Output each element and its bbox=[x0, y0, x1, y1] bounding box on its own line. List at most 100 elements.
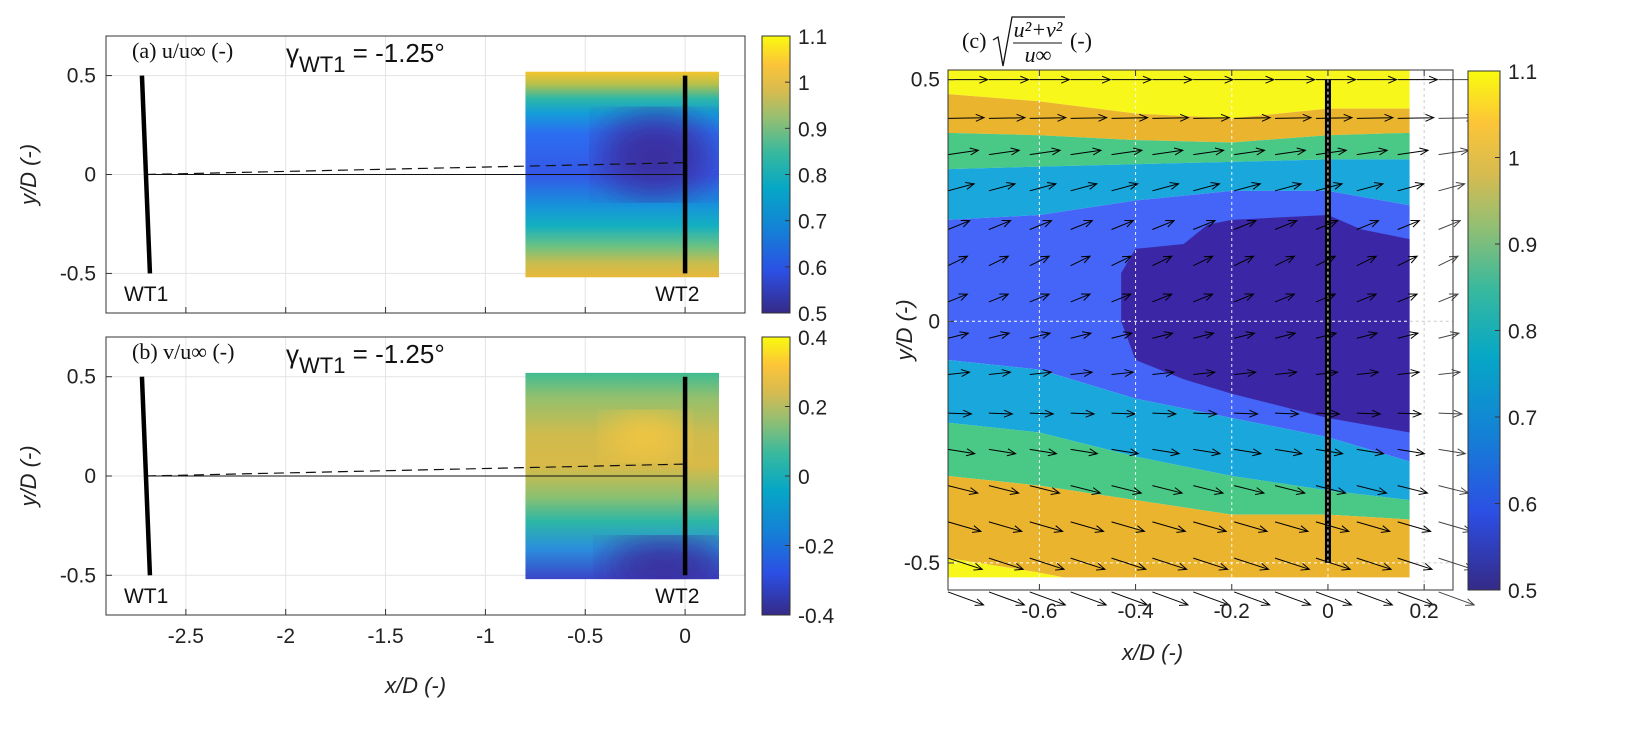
velocity-arrow bbox=[1356, 113, 1395, 122]
velocity-arrow bbox=[1274, 147, 1307, 156]
contour-field bbox=[948, 70, 1410, 578]
velocity-arrow bbox=[1029, 293, 1051, 303]
velocity-arrow bbox=[1234, 521, 1269, 533]
velocity-arrow bbox=[1029, 220, 1053, 230]
velocity-arrow bbox=[1111, 369, 1135, 377]
velocity-arrow bbox=[1397, 521, 1432, 533]
colorbar-tick-label: 0.9 bbox=[798, 118, 827, 141]
velocity-arrow bbox=[988, 409, 1014, 418]
velocity-arrow bbox=[1029, 75, 1071, 84]
velocity-arrow bbox=[1315, 255, 1337, 267]
field-heatmap bbox=[525, 372, 720, 580]
title-denominator: u∞ bbox=[1025, 42, 1052, 67]
velocity-arrow bbox=[988, 485, 1020, 495]
x-tick-label: -0.6 bbox=[1021, 600, 1057, 623]
velocity-arrow bbox=[947, 255, 969, 267]
velocity-arrow bbox=[1234, 182, 1262, 192]
velocity-arrow bbox=[1315, 331, 1338, 339]
velocity-arrow bbox=[988, 331, 1011, 339]
velocity-arrow bbox=[988, 557, 1025, 571]
velocity-arrow bbox=[1315, 521, 1351, 533]
x-tick-label: 0 bbox=[679, 625, 691, 648]
colorbar-tick-label: 1.1 bbox=[798, 26, 827, 49]
velocity-arrow bbox=[1397, 409, 1423, 418]
velocity-arrow bbox=[1193, 521, 1228, 533]
velocity-arrow bbox=[1397, 331, 1420, 339]
velocity-arrow bbox=[1274, 448, 1304, 457]
velocity-arrow bbox=[1234, 485, 1266, 495]
colorbar-tick-label: 0.9 bbox=[1508, 234, 1537, 257]
colorbar-tick-label: 0.6 bbox=[798, 257, 827, 280]
panel-title: (b) v/u∞ (-) bbox=[132, 339, 234, 364]
velocity-arrow bbox=[1356, 448, 1385, 457]
velocity-arrow bbox=[1111, 448, 1140, 457]
velocity-arrow bbox=[1070, 591, 1108, 606]
colorbar-tick-label: 0.7 bbox=[1508, 407, 1537, 430]
turbine-label: WT1 bbox=[124, 585, 168, 608]
velocity-arrow bbox=[988, 75, 1030, 84]
velocity-arrow bbox=[948, 75, 989, 84]
velocity-arrow bbox=[1070, 182, 1099, 192]
velocity-arrow bbox=[947, 113, 986, 122]
velocity-arrow bbox=[1274, 331, 1297, 339]
velocity-arrow bbox=[1111, 113, 1149, 122]
colorbar-tick-label: 0.4 bbox=[798, 327, 828, 350]
velocity-arrow bbox=[947, 182, 976, 192]
contour-band bbox=[948, 558, 1064, 578]
velocity-arrow bbox=[1193, 369, 1217, 377]
velocity-arrow bbox=[1315, 557, 1352, 571]
velocity-arrow bbox=[1070, 369, 1094, 377]
velocity-arrow bbox=[1193, 220, 1217, 230]
velocity-arrow bbox=[1152, 521, 1187, 533]
velocity-arrow bbox=[1315, 591, 1353, 606]
velocity-arrow bbox=[1397, 557, 1434, 571]
colorbar-tick-label: 0.5 bbox=[1508, 580, 1537, 603]
velocity-arrow bbox=[1234, 331, 1256, 339]
y-axis-label: y/D (-) bbox=[16, 445, 41, 508]
velocity-arrow bbox=[1070, 255, 1092, 267]
y-tick-label: -0.5 bbox=[904, 552, 940, 575]
velocity-arrow bbox=[1397, 147, 1430, 156]
velocity-arrow bbox=[1111, 557, 1148, 571]
x-tick-label: 0 bbox=[1322, 600, 1334, 623]
velocity-arrow bbox=[1029, 369, 1053, 377]
turbine-label: WT1 bbox=[124, 283, 168, 306]
velocity-arrow bbox=[1111, 75, 1153, 84]
velocity-arrow bbox=[1438, 293, 1460, 303]
velocity-arrow bbox=[947, 369, 971, 377]
velocity-arrow bbox=[1315, 369, 1339, 377]
velocity-arrow bbox=[1193, 293, 1214, 303]
panel-b: 0.5 0 -0.5 -2.5 -2 -1.5 -1 -0.5 0 WT1 WT2 (b) v/u∞ … bbox=[16, 327, 835, 698]
velocity-arrow bbox=[1438, 255, 1460, 267]
yaw-angle-value: = -1.25° bbox=[345, 38, 444, 68]
velocity-arrow bbox=[1233, 591, 1271, 606]
velocity-arrow bbox=[1397, 369, 1421, 377]
x-tick-label: -0.5 bbox=[567, 625, 603, 648]
velocity-arrow bbox=[1070, 220, 1094, 230]
velocity-arrow bbox=[1397, 591, 1435, 606]
velocity-arrow bbox=[1438, 369, 1462, 377]
velocity-arrow bbox=[1152, 147, 1185, 156]
velocity-arrow bbox=[1070, 409, 1096, 418]
turbine-label: WT2 bbox=[655, 283, 699, 306]
velocity-arrow bbox=[1315, 220, 1339, 230]
velocity-arrow bbox=[1029, 409, 1055, 418]
velocity-arrow bbox=[988, 220, 1012, 230]
velocity-arrow bbox=[1111, 485, 1143, 495]
title-prefix: (c) bbox=[962, 28, 986, 53]
velocity-arrow bbox=[1274, 591, 1312, 606]
x-tick-label: -0.4 bbox=[1117, 600, 1154, 623]
yaw-angle-annotation: γWT1 = -1.25° bbox=[286, 339, 445, 378]
velocity-arrow bbox=[1275, 113, 1313, 122]
velocity-arrow bbox=[1152, 557, 1188, 571]
velocity-arrow bbox=[1029, 147, 1062, 156]
velocity-arrow bbox=[1111, 293, 1133, 303]
velocity-arrow bbox=[1111, 220, 1135, 230]
velocity-arrow bbox=[988, 591, 1026, 606]
contour-band bbox=[948, 159, 1410, 220]
velocity-arrow bbox=[1193, 331, 1215, 339]
velocity-arrow bbox=[1193, 255, 1214, 267]
velocity-arrow bbox=[1356, 331, 1379, 339]
velocity-arrow bbox=[1397, 255, 1419, 267]
velocity-arrow bbox=[947, 293, 969, 303]
